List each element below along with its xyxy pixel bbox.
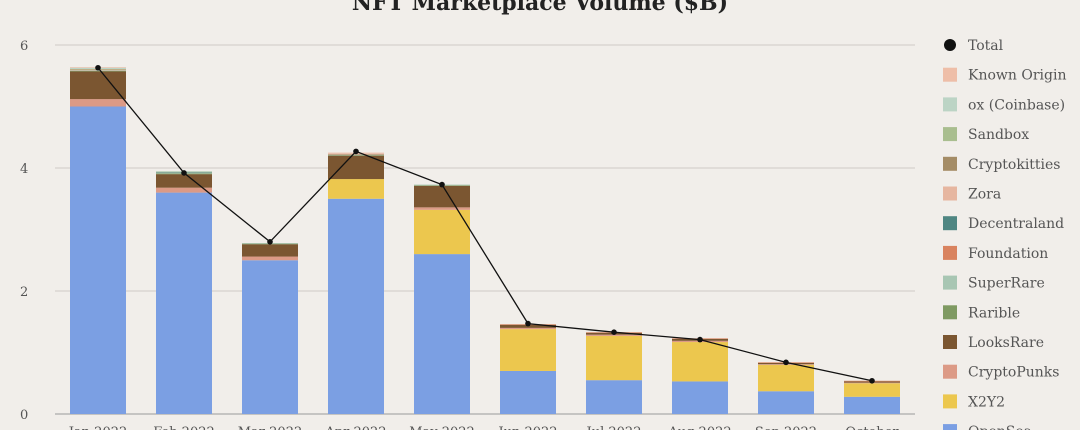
bar-segment-opensea xyxy=(758,391,814,414)
bar-segment-cryptopunks xyxy=(70,99,126,107)
legend-label-opensea: OpenSea xyxy=(968,424,1032,430)
total-point xyxy=(95,64,101,71)
total-point xyxy=(267,239,273,245)
bar-segment-x2y2 xyxy=(586,335,642,381)
bar-segment-opensea xyxy=(70,106,126,414)
chart-title: NFT Marketplace Volume ($B) xyxy=(351,0,729,16)
bar-segment-x2y2 xyxy=(414,209,470,255)
bar-segment-rarible xyxy=(328,155,384,156)
legend-label-zora: Zora xyxy=(968,187,1001,203)
legend-swatch-known-origin xyxy=(943,67,957,82)
x-tick-label: May 2022 xyxy=(409,425,475,430)
legend-swatch-superrare xyxy=(943,275,957,290)
bar-segment-cryptopunks xyxy=(414,207,470,210)
legend-swatch-zora xyxy=(943,186,957,201)
total-point xyxy=(353,148,359,155)
bar-segment-cryptopunks xyxy=(586,334,642,336)
bar-segment-looksrare xyxy=(414,185,470,208)
legend-swatch-foundation xyxy=(943,245,957,260)
bar-segment-opensea xyxy=(672,381,728,414)
y-tick-label: 0 xyxy=(20,408,28,423)
legend-label-ox-coinbase-: ox (Coinbase) xyxy=(968,97,1065,113)
legend-swatch-x2y2 xyxy=(943,394,957,409)
bar-segment-opensea xyxy=(414,254,470,414)
legend-label-rarible: Rarible xyxy=(968,305,1020,321)
bar-segment-looksrare xyxy=(242,244,298,257)
legend-swatch-cryptokitties xyxy=(943,156,957,171)
x-tick-label: Sep 2022 xyxy=(755,425,817,430)
total-point xyxy=(439,181,445,188)
legend-swatch-sandbox xyxy=(943,127,957,142)
x-tick-label: Jun 2022 xyxy=(496,425,557,430)
y-tick-label: 6 xyxy=(20,39,28,54)
bar-segment-cryptopunks xyxy=(242,256,298,261)
legend-swatch-decentraland xyxy=(943,216,957,231)
x-tick-label: Jul 2022 xyxy=(585,425,642,430)
bar-segment-x2y2 xyxy=(328,179,384,199)
legend-swatch-opensea xyxy=(943,424,957,430)
bar-segment-opensea xyxy=(328,198,384,414)
bar-segment-x2y2 xyxy=(500,329,556,371)
total-point xyxy=(611,329,617,336)
bar-segment-opensea xyxy=(156,192,212,414)
x-tick-label: October xyxy=(845,425,899,430)
legend-swatch-cryptopunks xyxy=(943,364,957,379)
y-tick-label: 4 xyxy=(20,162,28,177)
bar-segment-x2y2 xyxy=(672,342,728,382)
total-line xyxy=(97,67,873,382)
legend-marker-total xyxy=(944,39,956,51)
legend-swatch-looksrare xyxy=(943,335,957,349)
bar-segment-cryptopunks xyxy=(500,327,556,330)
x-tick-label: Apr 2022 xyxy=(324,425,386,430)
bar-segment-opensea xyxy=(242,260,298,414)
y-tick-label: 2 xyxy=(20,285,28,300)
bar-segment-superrare xyxy=(328,154,384,156)
legend-label-cryptopunks: CryptoPunks xyxy=(968,365,1059,381)
legend-label-x2y2: X2Y2 xyxy=(968,394,1005,410)
bar-segment-cryptopunks xyxy=(156,187,212,193)
bar-segment-x2y2 xyxy=(758,364,814,392)
legend-swatch-ox-coinbase- xyxy=(943,97,957,112)
legend-label-known-origin: Known Origin xyxy=(968,68,1066,84)
bar-segment-opensea xyxy=(500,370,556,414)
total-point xyxy=(181,170,187,176)
x-tick-label: Feb 2022 xyxy=(153,425,215,430)
bar-segment-looksrare xyxy=(156,174,212,188)
bar-segment-rarible xyxy=(70,70,126,72)
bar-segment-looksrare xyxy=(328,155,384,180)
total-point xyxy=(697,336,703,343)
legend-label-sandbox: Sandbox xyxy=(968,127,1029,143)
legend-label-superrare: SuperRare xyxy=(968,276,1045,292)
x-tick-label: Mar 2022 xyxy=(238,425,303,430)
legend-label-total: Total xyxy=(968,38,1004,54)
legend-label-foundation: Foundation xyxy=(968,246,1048,262)
bar-segment-opensea xyxy=(586,380,642,414)
legend-label-looksrare: LooksRare xyxy=(968,335,1044,351)
bar-segment-opensea xyxy=(844,396,900,414)
total-point xyxy=(869,377,875,384)
total-point xyxy=(525,320,531,327)
x-tick-label: Jan 2022 xyxy=(67,425,128,430)
total-point xyxy=(783,359,789,366)
legend-label-cryptokitties: Cryptokitties xyxy=(968,157,1061,173)
bar-segment-x2y2 xyxy=(844,383,900,397)
legend-swatch-rarible xyxy=(943,305,957,320)
legend-label-decentraland: Decentraland xyxy=(968,216,1064,232)
x-tick-label: Aug 2022 xyxy=(667,425,731,430)
bar-segment-looksrare xyxy=(70,71,126,100)
